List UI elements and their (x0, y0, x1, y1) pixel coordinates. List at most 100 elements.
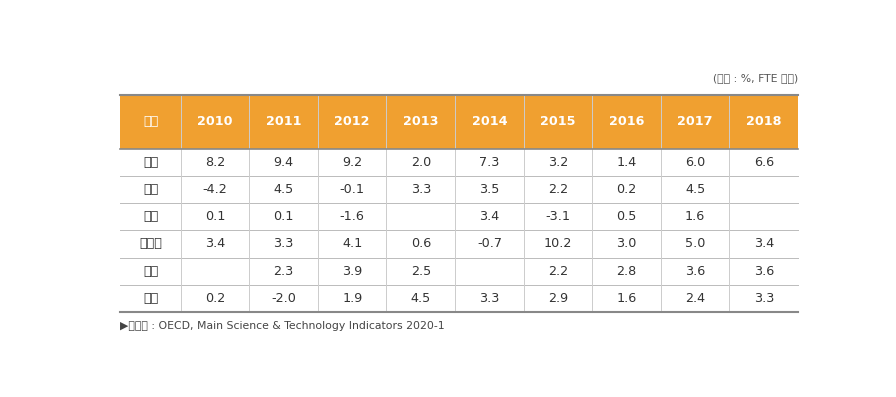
Bar (455, 95, 523, 148)
Text: 0.2: 0.2 (616, 183, 637, 196)
Bar (455, 148, 523, 176)
Text: 4.1: 4.1 (342, 237, 362, 251)
Bar (181, 203, 249, 230)
Bar (592, 203, 661, 230)
Bar (181, 258, 249, 285)
Bar (249, 148, 318, 176)
Bar (249, 230, 318, 258)
Text: 2014: 2014 (471, 115, 507, 128)
Bar (120, 230, 181, 258)
Bar (386, 148, 455, 176)
Bar (249, 95, 318, 148)
Text: 9.4: 9.4 (273, 156, 294, 169)
Text: 프랑스: 프랑스 (139, 237, 162, 251)
Text: (단위 : %, FTE 기준): (단위 : %, FTE 기준) (713, 73, 798, 83)
Bar (661, 176, 729, 203)
Bar (523, 203, 592, 230)
Bar (661, 148, 729, 176)
Text: -3.1: -3.1 (546, 210, 571, 223)
Text: 2012: 2012 (334, 115, 370, 128)
Text: -0.7: -0.7 (477, 237, 502, 251)
Bar (318, 285, 386, 312)
Text: 4.5: 4.5 (685, 183, 705, 196)
Bar (661, 285, 729, 312)
Text: 1.9: 1.9 (342, 292, 362, 305)
Text: 3.4: 3.4 (205, 237, 225, 251)
Bar (386, 95, 455, 148)
Text: ▶자료원 : OECD, Main Science & Technology Indicators 2020-1: ▶자료원 : OECD, Main Science & Technology I… (120, 321, 445, 331)
Text: 3.2: 3.2 (547, 156, 568, 169)
Text: 3.3: 3.3 (410, 183, 431, 196)
Bar (181, 230, 249, 258)
Bar (729, 203, 798, 230)
Text: 0.2: 0.2 (205, 292, 225, 305)
Bar (729, 258, 798, 285)
Bar (249, 203, 318, 230)
Bar (318, 95, 386, 148)
Bar (592, 176, 661, 203)
Bar (729, 285, 798, 312)
Text: 3.5: 3.5 (479, 183, 500, 196)
Text: 2016: 2016 (609, 115, 644, 128)
Bar (661, 230, 729, 258)
Text: 2.2: 2.2 (548, 183, 568, 196)
Text: 4.5: 4.5 (410, 292, 431, 305)
Text: 2010: 2010 (197, 115, 233, 128)
Text: 0.1: 0.1 (273, 210, 294, 223)
Text: 2.9: 2.9 (548, 292, 568, 305)
Bar (386, 203, 455, 230)
Bar (661, 258, 729, 285)
Bar (318, 230, 386, 258)
Bar (249, 176, 318, 203)
Text: 2011: 2011 (266, 115, 301, 128)
Text: -0.1: -0.1 (340, 183, 365, 196)
Text: -4.2: -4.2 (202, 183, 228, 196)
Bar (120, 176, 181, 203)
Bar (386, 176, 455, 203)
Bar (592, 230, 661, 258)
Bar (120, 258, 181, 285)
Bar (729, 230, 798, 258)
Bar (249, 258, 318, 285)
Text: -1.6: -1.6 (340, 210, 365, 223)
Text: 중국: 중국 (142, 292, 158, 305)
Text: 1.6: 1.6 (685, 210, 705, 223)
Text: 1.4: 1.4 (616, 156, 637, 169)
Bar (455, 230, 523, 258)
Bar (181, 148, 249, 176)
Bar (592, 95, 661, 148)
Text: 9.2: 9.2 (342, 156, 362, 169)
Text: 2013: 2013 (403, 115, 438, 128)
Bar (120, 95, 181, 148)
Bar (318, 176, 386, 203)
Text: 6.6: 6.6 (754, 156, 774, 169)
Bar (592, 285, 661, 312)
Text: 한국: 한국 (142, 156, 158, 169)
Text: 2017: 2017 (677, 115, 713, 128)
Text: 3.3: 3.3 (754, 292, 774, 305)
Bar (120, 285, 181, 312)
Bar (729, 148, 798, 176)
Bar (455, 285, 523, 312)
Bar (455, 258, 523, 285)
Text: 2.0: 2.0 (410, 156, 431, 169)
Text: 3.9: 3.9 (342, 265, 362, 278)
Text: 2.4: 2.4 (685, 292, 705, 305)
Text: 2.3: 2.3 (273, 265, 294, 278)
Bar (386, 285, 455, 312)
Text: 7.3: 7.3 (479, 156, 500, 169)
Text: 2.2: 2.2 (548, 265, 568, 278)
Text: 4.5: 4.5 (273, 183, 294, 196)
Bar (249, 285, 318, 312)
Text: 3.6: 3.6 (685, 265, 705, 278)
Text: 0.6: 0.6 (410, 237, 431, 251)
Bar (523, 148, 592, 176)
Bar (120, 148, 181, 176)
Text: -2.0: -2.0 (271, 292, 296, 305)
Bar (181, 285, 249, 312)
Bar (455, 176, 523, 203)
Text: 0.5: 0.5 (616, 210, 637, 223)
Bar (120, 203, 181, 230)
Text: 일본: 일본 (142, 210, 158, 223)
Text: 3.3: 3.3 (273, 237, 294, 251)
